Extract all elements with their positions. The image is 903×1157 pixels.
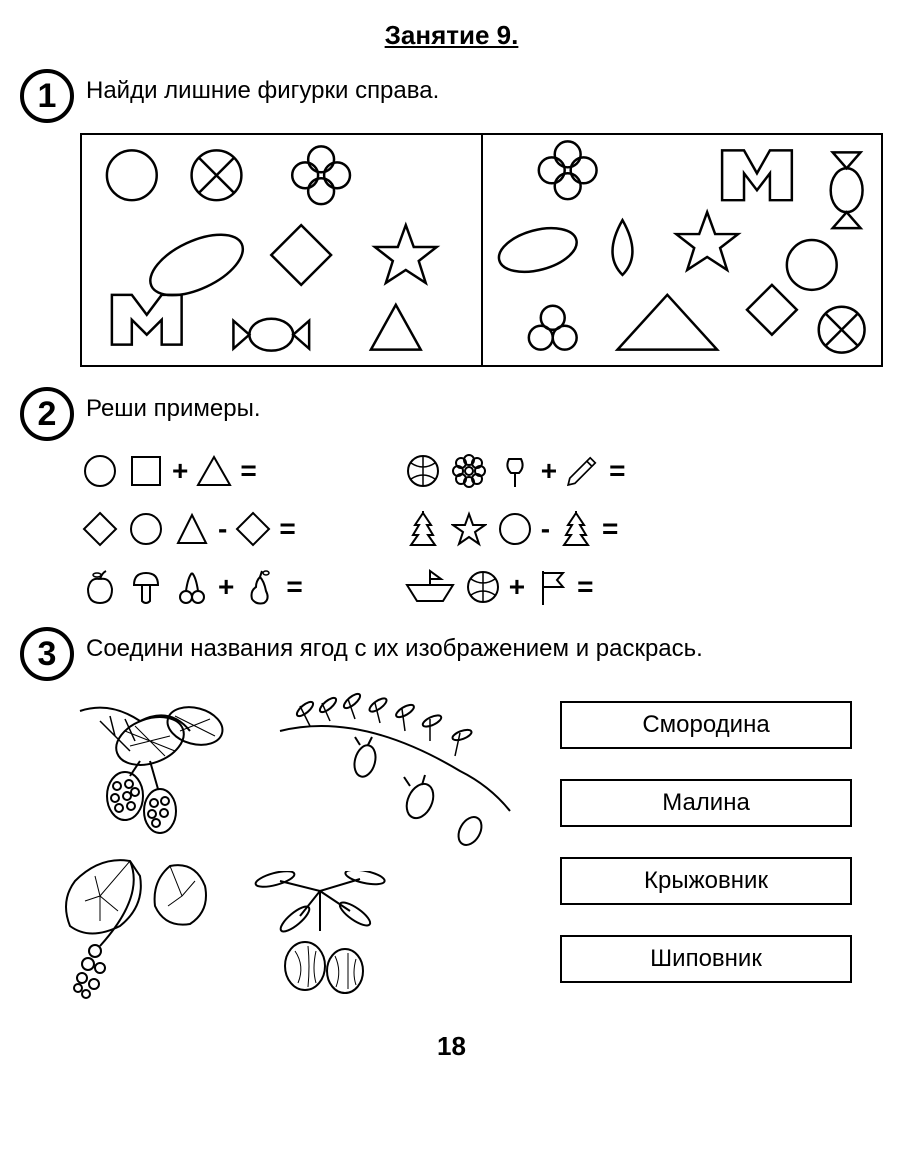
task-2-text: Реши примеры. <box>86 387 261 423</box>
ball-icon <box>403 451 443 491</box>
circle-icon <box>107 150 157 200</box>
square-icon <box>126 451 166 491</box>
task-3-number: 3 <box>20 627 74 681</box>
equation-row: + = <box>80 451 303 491</box>
circle-icon <box>126 509 166 549</box>
boat-icon <box>403 567 457 607</box>
berry-label: Крыжовник <box>560 857 852 905</box>
rosehip-illustration <box>260 691 520 871</box>
task-3-text: Соедини названия ягод с их изображением … <box>86 627 703 663</box>
diamond-icon <box>747 285 797 335</box>
berry-label: Шиповник <box>560 935 852 983</box>
task-2-number: 2 <box>20 387 74 441</box>
shovel-icon <box>495 451 535 491</box>
m-shape-icon <box>112 295 182 345</box>
triangle-icon <box>371 305 421 350</box>
equation-row: + = <box>403 567 626 607</box>
mushroom-icon <box>126 567 166 607</box>
triangle-icon <box>617 295 717 350</box>
berry-labels-list: Смородина Малина Крыжовник Шиповник <box>560 691 852 1011</box>
double-arrow-icon <box>233 319 309 351</box>
equation-row: - = <box>403 509 626 549</box>
diamond-icon <box>80 509 120 549</box>
shapes-container <box>80 133 883 367</box>
gooseberry-illustration <box>220 871 420 1021</box>
tree-icon <box>556 509 596 549</box>
berry-label: Смородина <box>560 701 852 749</box>
triangle-icon <box>172 509 212 549</box>
berry-images <box>40 691 520 1011</box>
clover-icon <box>538 141 596 199</box>
task-1: 1 Найди лишние фигурки справа. <box>20 69 883 367</box>
flower-icon <box>449 451 489 491</box>
pear-icon <box>240 567 280 607</box>
crossed-circle-icon <box>818 307 864 353</box>
cherry-icon <box>172 567 212 607</box>
task-3: 3 Соедини названия ягод с их изображение… <box>20 627 883 1011</box>
ball-icon <box>463 567 503 607</box>
ellipse-icon <box>494 220 581 279</box>
m-shape-icon <box>722 150 792 200</box>
shapes-panel-right <box>483 135 882 365</box>
clover-icon <box>292 146 350 204</box>
pencil-icon <box>563 451 603 491</box>
star-icon <box>449 509 489 549</box>
circle-icon <box>80 451 120 491</box>
star-icon <box>676 212 738 270</box>
berry-label: Малина <box>560 779 852 827</box>
task-1-text: Найди лишние фигурки справа. <box>86 69 439 105</box>
drop-icon <box>612 220 632 275</box>
equations-container: + = - = + = <box>80 451 883 607</box>
trefoil-icon <box>528 306 576 350</box>
task-2: 2 Реши примеры. + = - = <box>20 387 883 607</box>
circle-icon <box>786 240 836 290</box>
star-icon <box>375 225 437 283</box>
apple-icon <box>80 567 120 607</box>
currant-illustration <box>40 846 220 1016</box>
lesson-title: Занятие 9. <box>20 20 883 51</box>
task-1-number: 1 <box>20 69 74 123</box>
equation-row: - = <box>80 509 303 549</box>
ellipse-icon <box>141 222 252 307</box>
equation-row: + = <box>80 567 303 607</box>
diamond-icon <box>233 509 273 549</box>
diamond-icon <box>271 225 331 285</box>
crossed-circle-icon <box>192 150 242 200</box>
page-number: 18 <box>20 1031 883 1062</box>
equation-row: + = <box>403 451 626 491</box>
vertical-arrow-icon <box>830 152 862 228</box>
shapes-panel-left <box>82 135 483 365</box>
triangle-icon <box>194 451 234 491</box>
flag-icon <box>531 567 571 607</box>
tree-icon <box>403 509 443 549</box>
circle-icon <box>495 509 535 549</box>
raspberry-illustration <box>40 691 270 851</box>
